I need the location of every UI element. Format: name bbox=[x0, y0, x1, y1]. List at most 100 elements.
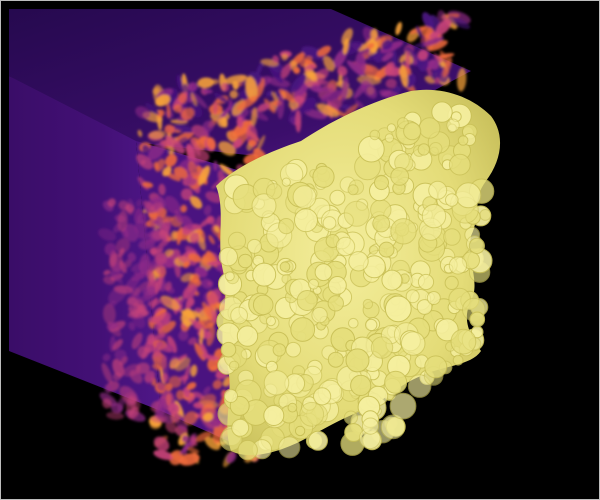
isosurface-bubble bbox=[370, 336, 394, 359]
flame-fleck bbox=[236, 116, 244, 128]
isosurface-bubble bbox=[237, 439, 258, 461]
flame-fleck bbox=[158, 183, 166, 196]
flame-fleck bbox=[183, 261, 190, 269]
flame-wisp bbox=[128, 198, 134, 208]
flame-fleck bbox=[405, 50, 411, 69]
isosurface-bubble bbox=[278, 218, 295, 235]
isosurface-bubble bbox=[446, 118, 460, 133]
flame-fleck bbox=[384, 61, 396, 77]
flame-fleck bbox=[181, 107, 195, 121]
flame-wisp bbox=[156, 216, 164, 228]
flame-fleck bbox=[174, 357, 191, 372]
flame-wisp bbox=[119, 356, 128, 366]
isosurface-bubble bbox=[452, 354, 464, 366]
flame-fleck bbox=[164, 249, 174, 257]
flame-fleck bbox=[174, 124, 195, 134]
flame-fleck bbox=[188, 161, 200, 180]
isosurface-bubble bbox=[384, 133, 395, 143]
isosurface-bubble bbox=[327, 295, 344, 312]
isosurface-bubble bbox=[400, 331, 426, 356]
isosurface-bubble bbox=[378, 241, 395, 258]
flame-wisp bbox=[112, 372, 122, 381]
flame-fleck bbox=[236, 95, 259, 111]
flame-fleck bbox=[277, 94, 285, 120]
flame-wisp bbox=[146, 269, 155, 283]
flame-fleck bbox=[213, 100, 218, 115]
isosurface-bubble bbox=[455, 182, 482, 209]
flame-fleck bbox=[381, 39, 393, 50]
flame-fleck bbox=[218, 141, 236, 156]
isosurface-bubble bbox=[278, 436, 301, 459]
flame-fleck bbox=[147, 142, 166, 161]
flame-fleck bbox=[151, 364, 162, 371]
flame-fleck bbox=[190, 91, 208, 109]
flame-fleck bbox=[301, 46, 325, 60]
flame-fleck bbox=[145, 102, 160, 115]
flame-fleck bbox=[361, 80, 377, 99]
flame-fleck bbox=[201, 278, 213, 289]
isosurface-bubble bbox=[292, 185, 317, 209]
flame-fleck bbox=[354, 99, 365, 109]
isosurface-bubble bbox=[294, 208, 318, 233]
isosurface-bubble bbox=[417, 273, 435, 291]
flame-fleck bbox=[195, 431, 213, 442]
isosurface-bubble bbox=[348, 251, 369, 272]
flame-fleck bbox=[206, 137, 216, 150]
isosurface-bubble bbox=[345, 348, 370, 373]
isosurface-bubble bbox=[265, 183, 283, 200]
flame-fleck bbox=[189, 232, 200, 244]
flame-fleck bbox=[207, 261, 223, 266]
isosurface-bubble bbox=[348, 317, 359, 329]
flame-fleck bbox=[180, 204, 188, 213]
flame-wisp bbox=[151, 201, 164, 213]
flame-wisp bbox=[137, 346, 148, 359]
flame-wisp bbox=[117, 210, 128, 232]
isosurface-bubble bbox=[311, 306, 328, 324]
flame-fleck bbox=[174, 209, 184, 224]
flame-fleck bbox=[187, 395, 196, 404]
isosurface-bubble bbox=[405, 289, 420, 304]
isosurface-bubble bbox=[223, 388, 238, 403]
flame-fleck bbox=[343, 103, 359, 118]
isosurface-bubble bbox=[416, 299, 433, 315]
flame-wisp bbox=[112, 339, 123, 351]
flame-wisp bbox=[161, 373, 169, 383]
flame-wisp bbox=[102, 303, 116, 325]
flame-wisp bbox=[118, 200, 130, 211]
flame-wisp bbox=[119, 260, 127, 273]
flame-fleck bbox=[155, 94, 171, 107]
flame-fleck bbox=[178, 92, 188, 104]
flame-wisp bbox=[106, 322, 119, 331]
flame-fleck bbox=[217, 116, 228, 128]
flame-fleck bbox=[188, 253, 202, 263]
isosurface-bubble bbox=[313, 387, 332, 406]
flame-fleck bbox=[195, 266, 208, 278]
isosurface-bubble bbox=[431, 101, 453, 123]
flame-wisp bbox=[117, 397, 125, 413]
flame-fleck bbox=[176, 226, 183, 245]
isosurface-bubble bbox=[381, 269, 403, 291]
flame-fleck bbox=[245, 76, 258, 102]
flame-fleck bbox=[180, 188, 193, 201]
flame-fleck bbox=[169, 358, 180, 370]
flame-fleck bbox=[380, 40, 404, 54]
isosurface-bubble bbox=[361, 417, 380, 435]
flame-band-top bbox=[135, 10, 471, 161]
isosurface-bubble bbox=[343, 410, 358, 425]
flame-fleck bbox=[212, 160, 218, 171]
flame-fleck bbox=[168, 375, 182, 388]
flame-wisp bbox=[161, 356, 168, 378]
flame-wisp bbox=[113, 285, 134, 294]
flame-fleck bbox=[399, 64, 409, 88]
flame-wisp bbox=[133, 281, 149, 296]
flame-fleck bbox=[248, 139, 257, 147]
flame-fleck bbox=[173, 166, 188, 179]
flame-fleck bbox=[457, 67, 467, 92]
flame-fleck bbox=[203, 322, 215, 330]
flame-fleck bbox=[224, 74, 248, 85]
flame-fleck bbox=[272, 55, 280, 63]
flame-fleck bbox=[182, 387, 191, 399]
isosurface-bubble bbox=[347, 184, 359, 196]
flame-fleck bbox=[203, 386, 211, 395]
isosurface-bubble bbox=[299, 401, 325, 427]
